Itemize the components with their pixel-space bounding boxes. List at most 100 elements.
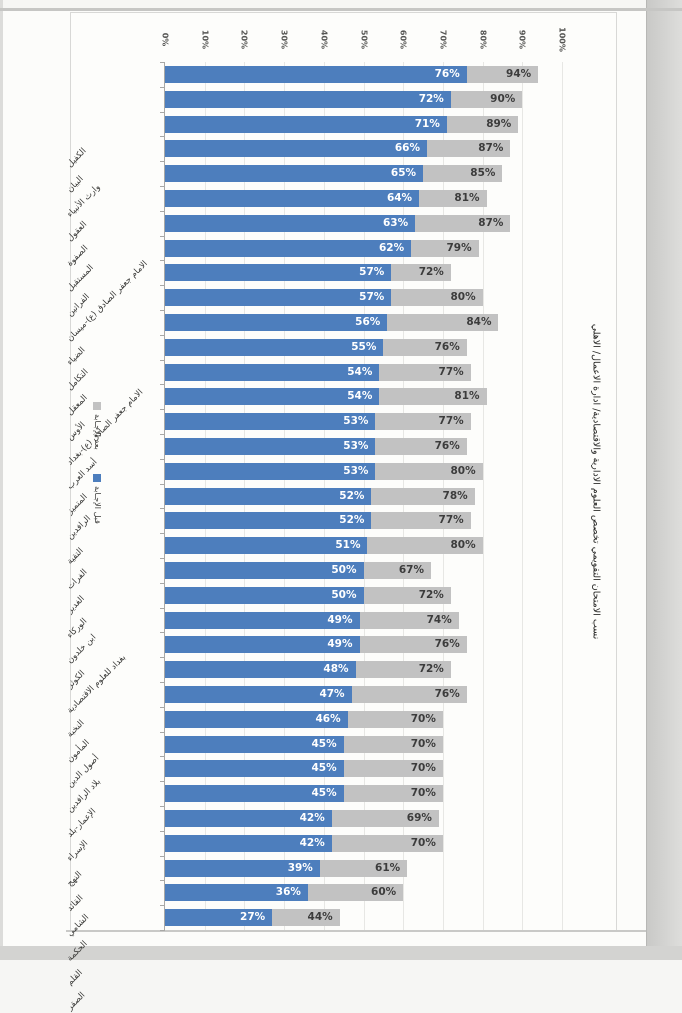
photo-right-edge-strip <box>646 0 682 960</box>
bar-before <box>165 785 344 803</box>
value-label-after: 72% <box>418 588 444 601</box>
axis-tick-mark <box>160 930 165 931</box>
value-label-after: 79% <box>446 241 472 254</box>
bar-before <box>165 338 384 356</box>
bar-before <box>165 537 368 555</box>
axis-tick-label: 70% <box>438 29 448 50</box>
value-label-after: 69% <box>406 811 432 824</box>
axis-tick-mark <box>160 706 165 708</box>
bar-before <box>165 859 320 877</box>
value-label-after: 44% <box>307 911 333 924</box>
page-bottom-border <box>66 930 646 932</box>
axis-tick-label: 100% <box>557 27 567 52</box>
axis-tick-mark <box>160 781 165 783</box>
value-label-before: 72% <box>418 92 444 105</box>
value-label-after: 80% <box>450 539 476 552</box>
bar-before <box>165 710 348 728</box>
value-label-after: 80% <box>450 464 476 477</box>
value-label-before: 52% <box>339 489 365 502</box>
axis-tick-mark <box>160 384 165 386</box>
value-label-after: 77% <box>438 514 464 527</box>
value-label-after: 81% <box>454 390 480 403</box>
value-label-after: 70% <box>410 712 436 725</box>
axis-tick-mark <box>160 285 165 287</box>
bar-before <box>165 561 364 579</box>
bar-before <box>165 884 308 902</box>
axis-tick-mark <box>160 310 165 311</box>
chart-title: نسب الامتحان التقويمي تخصص العلوم الادار… <box>590 323 602 640</box>
bar-before <box>165 388 380 406</box>
value-label-before: 65% <box>390 167 417 180</box>
axis-tick-mark <box>160 409 165 411</box>
value-label-after: 76% <box>434 638 460 651</box>
value-label-before: 71% <box>414 117 440 130</box>
value-label-after: 74% <box>426 613 452 626</box>
axis-tick-mark <box>160 806 165 807</box>
axis-tick-mark <box>160 359 165 361</box>
axis-tick-mark <box>160 483 165 485</box>
value-label-before: 76% <box>434 67 460 80</box>
axis-tick-mark <box>160 756 165 758</box>
bar-before <box>165 586 364 604</box>
bar-before <box>165 214 416 232</box>
bar-before <box>165 363 380 381</box>
value-label-before: 55% <box>351 340 377 353</box>
value-label-after: 90% <box>490 92 516 105</box>
bar-before <box>165 140 428 158</box>
value-label-before: 36% <box>275 886 301 899</box>
bar-before <box>165 462 376 480</box>
axis-tick-mark <box>160 880 165 882</box>
value-label-after: 77% <box>438 365 464 378</box>
value-label-before: 56% <box>355 315 381 328</box>
value-label-after: 77% <box>438 415 464 428</box>
value-label-after: 87% <box>478 216 504 229</box>
bar-before <box>165 189 420 207</box>
value-label-before: 47% <box>319 687 345 700</box>
value-label-after: 76% <box>434 687 460 700</box>
category-axis-line <box>164 62 165 930</box>
value-label-before: 64% <box>386 191 413 204</box>
value-label-after: 84% <box>466 315 492 328</box>
value-label-before: 53% <box>343 415 369 428</box>
value-label-before: 66% <box>394 142 421 155</box>
value-label-before: 50% <box>331 588 357 601</box>
axis-tick-mark <box>160 136 165 138</box>
value-label-before: 49% <box>327 638 353 651</box>
axis-tick-mark <box>160 458 165 460</box>
value-label-after: 78% <box>442 489 468 502</box>
gridline <box>482 62 484 930</box>
legend-item-after: بعد الإجـابة <box>91 402 103 464</box>
value-label-after: 87% <box>478 142 504 155</box>
axis-tick-mark <box>160 905 165 907</box>
value-label-after: 85% <box>470 167 496 180</box>
value-label-before: 62% <box>378 241 405 254</box>
axis-tick-mark <box>160 830 165 832</box>
axis-tick-label: 0% <box>160 32 170 47</box>
axis-tick-mark <box>160 582 165 584</box>
axis-tick-mark <box>160 855 165 857</box>
axis-tick-mark <box>160 186 165 187</box>
axis-tick-label: 50% <box>359 29 368 50</box>
value-label-before: 45% <box>311 737 337 750</box>
value-label-after: 61% <box>375 861 401 874</box>
bar-before <box>165 512 372 530</box>
bar-before <box>165 289 392 307</box>
axis-tick-mark <box>160 334 165 336</box>
axis-tick-mark <box>160 62 165 63</box>
value-label-after: 94% <box>506 67 532 80</box>
bar-before <box>165 437 376 455</box>
bar-before <box>165 636 360 654</box>
axis-tick-label: 10% <box>200 29 210 50</box>
axis-tick-mark <box>160 533 165 535</box>
value-label-after: 72% <box>418 266 444 279</box>
bar-before <box>165 760 344 778</box>
value-label-after: 76% <box>434 340 460 353</box>
bar-before <box>165 239 412 257</box>
bar-before <box>165 809 332 827</box>
value-label-after: 76% <box>434 439 460 452</box>
axis-tick-label: 80% <box>478 29 488 50</box>
value-label-before: 53% <box>343 464 369 477</box>
bar-before <box>165 735 344 753</box>
gridline <box>522 62 524 930</box>
legend-label-before: قبل الإجـابة <box>93 486 102 524</box>
